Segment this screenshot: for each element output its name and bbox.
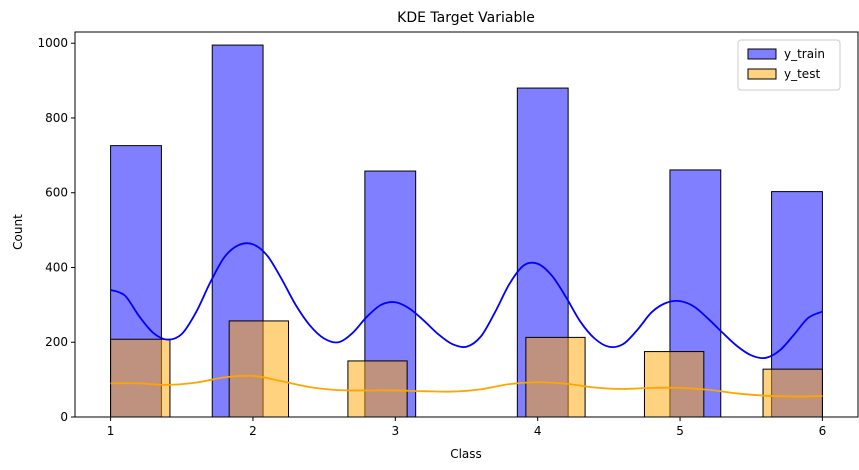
y-tick-label: 200 [45, 335, 68, 349]
x-tick-label: 2 [249, 424, 257, 438]
chart-title: KDE Target Variable [397, 10, 535, 26]
bar-y_test-2 [347, 360, 408, 418]
x-tick-label: 4 [534, 424, 542, 438]
y-tick-label: 600 [45, 186, 68, 200]
axes-frame [74, 31, 859, 418]
x-tick-label: 5 [676, 424, 684, 438]
legend-label-y_train: y_train [784, 47, 825, 61]
y-tick-label: 800 [45, 111, 68, 125]
bar-y_test-4 [643, 351, 705, 418]
y-tick-label: 1000 [37, 36, 68, 50]
x-tick-label: 1 [107, 424, 115, 438]
x-tick-label: 6 [819, 424, 827, 438]
y-axis-label: Count [11, 214, 25, 250]
legend-swatch-y_train [747, 48, 777, 60]
y-tick-label: 400 [45, 260, 68, 274]
bar-y_test-5 [762, 368, 823, 418]
kde-line-y_train [110, 242, 823, 360]
bar-y_test-3 [525, 336, 586, 418]
legend: y_train y_test [737, 39, 841, 91]
x-axis-label: Class [450, 447, 482, 461]
kde-line-y_test [110, 374, 823, 398]
bar-y_test-0 [110, 338, 171, 418]
plot-area: 1 2 3 4 5 6 0 200 400 600 800 1000 [37, 31, 859, 438]
bar-y_test-1 [228, 320, 290, 418]
legend-label-y_test: y_test [784, 67, 820, 81]
legend-swatch-y_test [747, 68, 777, 80]
y-tick-label: 0 [60, 410, 68, 424]
x-tick-label: 3 [391, 424, 399, 438]
